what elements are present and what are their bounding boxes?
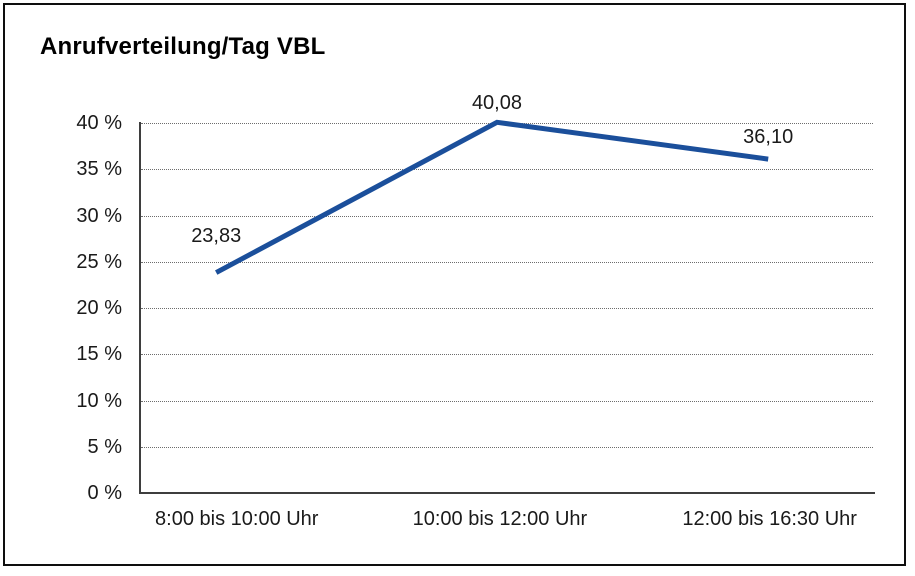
y-tick-label: 5 %: [87, 435, 122, 458]
gridline: [141, 308, 873, 309]
chart-title: Anrufverteilung/Tag VBL: [40, 33, 326, 60]
x-category-label: 10:00 bis 12:00 Uhr: [412, 508, 588, 530]
data-label: 23,83: [191, 224, 242, 247]
y-tick-label: 40 %: [76, 112, 122, 134]
y-tick-label: 0 %: [87, 482, 122, 504]
gridline: [141, 261, 873, 263]
gridline: [141, 354, 873, 356]
gridline: [141, 400, 873, 402]
x-category-label: 12:00 bis 16:30 Uhr: [682, 508, 857, 530]
data-label: 36,10: [743, 126, 794, 149]
y-tick-label: 15 %: [76, 343, 122, 366]
y-axis-line: [139, 122, 141, 494]
x-axis-line: [139, 492, 875, 494]
gridline: [141, 169, 873, 171]
series-polyline: [215, 119, 769, 275]
y-tick-label: 10 %: [76, 389, 122, 412]
y-tick-label: 20 %: [76, 297, 122, 319]
gridline: [141, 215, 873, 217]
x-category-label: 8:00 bis 10:00 Uhr: [155, 508, 319, 530]
y-tick-label: 35 %: [76, 158, 122, 181]
gridline: [141, 446, 873, 448]
y-tick-label: 25 %: [76, 250, 122, 273]
line-series: [215, 119, 769, 275]
y-tick-label: 30 %: [76, 204, 122, 227]
data-label: 40,08: [471, 92, 522, 115]
